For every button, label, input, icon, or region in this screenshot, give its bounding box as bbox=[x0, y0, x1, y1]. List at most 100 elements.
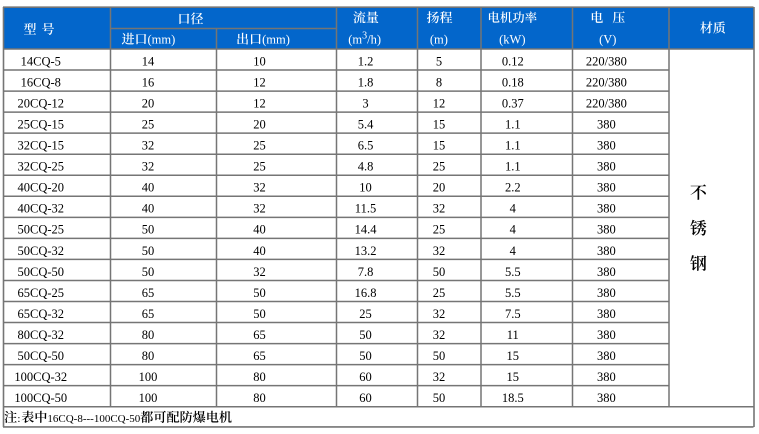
svg-text:5: 5 bbox=[436, 54, 442, 68]
svg-text:65: 65 bbox=[142, 286, 155, 300]
svg-text:15: 15 bbox=[433, 139, 446, 153]
svg-text:32: 32 bbox=[433, 370, 446, 384]
svg-text:380: 380 bbox=[597, 181, 616, 195]
svg-text:50: 50 bbox=[433, 349, 446, 363]
svg-text:32: 32 bbox=[253, 181, 266, 195]
svg-text:(mm): (mm) bbox=[148, 33, 176, 47]
svg-text:32: 32 bbox=[142, 160, 155, 174]
svg-text:12: 12 bbox=[253, 75, 266, 89]
svg-text:65: 65 bbox=[142, 307, 155, 321]
svg-text:11: 11 bbox=[507, 328, 519, 342]
svg-text:380: 380 bbox=[597, 349, 616, 363]
svg-text:0.12: 0.12 bbox=[502, 54, 524, 68]
svg-text:50: 50 bbox=[433, 391, 446, 405]
svg-text:50: 50 bbox=[359, 349, 372, 363]
svg-text:65CQ-25: 65CQ-25 bbox=[18, 286, 65, 300]
svg-text:32: 32 bbox=[433, 244, 446, 258]
svg-text:(m3/h): (m3/h) bbox=[348, 30, 381, 46]
svg-text:10: 10 bbox=[359, 181, 372, 195]
svg-text:4: 4 bbox=[510, 244, 517, 258]
svg-text:16.8: 16.8 bbox=[355, 286, 377, 300]
svg-text:14CQ-5: 14CQ-5 bbox=[21, 54, 61, 68]
svg-text:220/380: 220/380 bbox=[586, 54, 627, 68]
svg-text:60: 60 bbox=[359, 370, 372, 384]
svg-text:(mm): (mm) bbox=[262, 33, 290, 47]
svg-text:0.37: 0.37 bbox=[502, 96, 524, 110]
svg-text:80: 80 bbox=[142, 328, 155, 342]
svg-text:65: 65 bbox=[253, 349, 266, 363]
svg-text:10: 10 bbox=[253, 54, 266, 68]
svg-text:14.4: 14.4 bbox=[355, 223, 378, 237]
svg-text:100CQ-50: 100CQ-50 bbox=[14, 391, 67, 405]
svg-text:50: 50 bbox=[253, 286, 266, 300]
svg-text:50CQ-32: 50CQ-32 bbox=[18, 244, 65, 258]
svg-text:40CQ-20: 40CQ-20 bbox=[18, 181, 65, 195]
svg-text:380: 380 bbox=[597, 328, 616, 342]
svg-text:1.8: 1.8 bbox=[358, 75, 374, 89]
svg-text:25: 25 bbox=[253, 160, 266, 174]
svg-text:32: 32 bbox=[433, 307, 446, 321]
svg-text:220/380: 220/380 bbox=[586, 75, 627, 89]
svg-text:18.5: 18.5 bbox=[502, 391, 524, 405]
svg-text:16: 16 bbox=[142, 75, 155, 89]
svg-text:12: 12 bbox=[253, 96, 266, 110]
svg-text:32CQ-15: 32CQ-15 bbox=[18, 139, 65, 153]
svg-text:32: 32 bbox=[253, 202, 266, 216]
svg-text:25: 25 bbox=[433, 286, 446, 300]
svg-text:1.1: 1.1 bbox=[505, 160, 521, 174]
svg-text:50: 50 bbox=[142, 223, 155, 237]
svg-text:40: 40 bbox=[142, 181, 155, 195]
svg-text:1.1: 1.1 bbox=[505, 139, 521, 153]
svg-text:5.5: 5.5 bbox=[505, 286, 521, 300]
svg-text:1.1: 1.1 bbox=[505, 118, 521, 132]
svg-text:25: 25 bbox=[253, 139, 266, 153]
svg-text:80: 80 bbox=[253, 391, 266, 405]
svg-text:32: 32 bbox=[142, 139, 155, 153]
svg-text:6.5: 6.5 bbox=[358, 139, 374, 153]
svg-text:380: 380 bbox=[597, 244, 616, 258]
svg-text:20: 20 bbox=[142, 96, 155, 110]
svg-text:380: 380 bbox=[597, 391, 616, 405]
svg-text:40: 40 bbox=[253, 244, 266, 258]
svg-text:25: 25 bbox=[433, 160, 446, 174]
svg-text:380: 380 bbox=[597, 370, 616, 384]
svg-text:32: 32 bbox=[253, 265, 266, 279]
svg-text:100CQ-32: 100CQ-32 bbox=[14, 370, 67, 384]
svg-text:50: 50 bbox=[433, 265, 446, 279]
svg-text:32: 32 bbox=[433, 328, 446, 342]
svg-text:32CQ-25: 32CQ-25 bbox=[18, 160, 65, 174]
svg-text:25: 25 bbox=[359, 307, 372, 321]
svg-text:380: 380 bbox=[597, 223, 616, 237]
svg-text:16CQ-8: 16CQ-8 bbox=[21, 75, 61, 89]
svg-text:40: 40 bbox=[142, 202, 155, 216]
svg-text:50: 50 bbox=[253, 307, 266, 321]
svg-text:25CQ-15: 25CQ-15 bbox=[18, 118, 65, 132]
svg-text:80: 80 bbox=[142, 349, 155, 363]
svg-text:380: 380 bbox=[597, 286, 616, 300]
svg-text:380: 380 bbox=[597, 118, 616, 132]
svg-text:25: 25 bbox=[433, 223, 446, 237]
svg-text:40CQ-32: 40CQ-32 bbox=[18, 202, 65, 216]
svg-text:25: 25 bbox=[142, 118, 155, 132]
svg-text:15: 15 bbox=[507, 349, 520, 363]
svg-text:8: 8 bbox=[436, 75, 442, 89]
svg-text::: : bbox=[17, 413, 20, 425]
svg-text:20CQ-12: 20CQ-12 bbox=[18, 96, 65, 110]
svg-text:80: 80 bbox=[253, 370, 266, 384]
svg-text:380: 380 bbox=[597, 202, 616, 216]
svg-text:5.4: 5.4 bbox=[358, 118, 374, 132]
svg-text:(m): (m) bbox=[430, 33, 448, 47]
svg-text:50CQ-50: 50CQ-50 bbox=[18, 349, 65, 363]
svg-text:50: 50 bbox=[142, 265, 155, 279]
svg-text:50CQ-50: 50CQ-50 bbox=[18, 265, 65, 279]
svg-text:11.5: 11.5 bbox=[355, 202, 376, 216]
svg-text:380: 380 bbox=[597, 307, 616, 321]
svg-text:32: 32 bbox=[433, 202, 446, 216]
svg-text:220/380: 220/380 bbox=[586, 96, 627, 110]
svg-text:20: 20 bbox=[253, 118, 266, 132]
svg-text:4.8: 4.8 bbox=[358, 160, 374, 174]
svg-text:40: 40 bbox=[253, 223, 266, 237]
svg-text:14: 14 bbox=[142, 54, 155, 68]
svg-text:4: 4 bbox=[510, 202, 517, 216]
svg-text:100: 100 bbox=[139, 370, 158, 384]
